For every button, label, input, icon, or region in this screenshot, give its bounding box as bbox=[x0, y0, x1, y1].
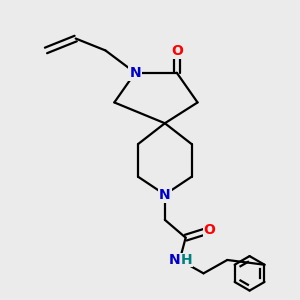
Text: N: N bbox=[169, 253, 181, 267]
Text: H: H bbox=[181, 253, 192, 267]
Text: O: O bbox=[171, 44, 183, 58]
Text: N: N bbox=[159, 188, 171, 202]
Text: O: O bbox=[203, 223, 215, 237]
Text: N: N bbox=[129, 66, 141, 80]
